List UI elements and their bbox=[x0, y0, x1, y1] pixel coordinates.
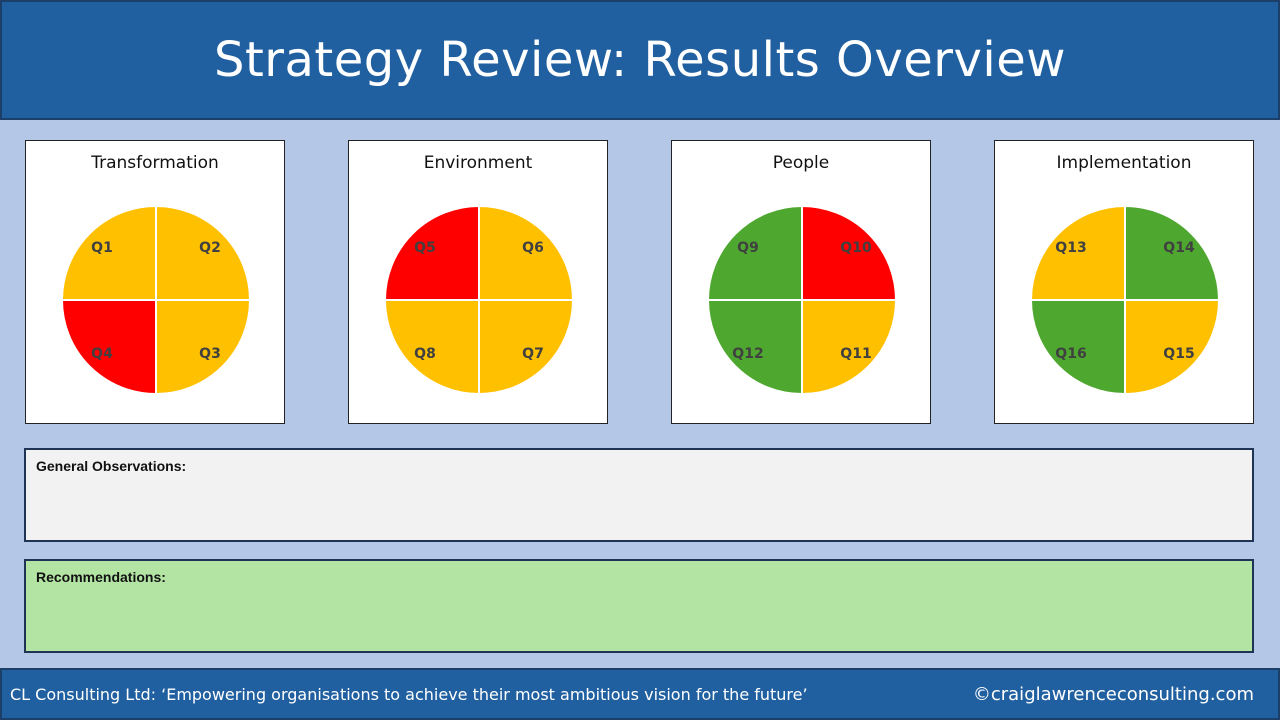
general-observations-box[interactable]: General Observations: bbox=[24, 448, 1254, 542]
quadrant-q15-amber bbox=[1124, 299, 1221, 396]
quadrant-q2-amber bbox=[155, 204, 252, 301]
header-banner: Strategy Review: Results Overview bbox=[0, 0, 1280, 120]
quadrant-q9-green bbox=[706, 204, 803, 301]
card-transformation: Transformation Q1 Q2 Q3 Q4 bbox=[25, 140, 285, 424]
quadrant-label-q13: Q13 bbox=[1055, 240, 1086, 256]
page-title: Strategy Review: Results Overview bbox=[213, 32, 1067, 88]
quadrant-pie: Q9 Q10 Q11 Q12 bbox=[706, 204, 898, 396]
quadrant-label-q10: Q10 bbox=[840, 240, 872, 256]
card-people: People Q9 Q10 Q11 Q12 bbox=[671, 140, 931, 424]
card-title: Implementation bbox=[1056, 153, 1192, 173]
quadrant-q1-amber bbox=[60, 204, 157, 301]
card-environment: Environment Q5 Q6 Q7 Q8 bbox=[348, 140, 608, 424]
card-title: Transformation bbox=[91, 153, 219, 173]
footer-copyright: ©craiglawrenceconsulting.com bbox=[972, 684, 1254, 705]
recommendations-box[interactable]: Recommendations: bbox=[24, 559, 1254, 653]
quadrant-pie: Q1 Q2 Q3 Q4 bbox=[60, 204, 252, 396]
quadrant-q14-green bbox=[1124, 204, 1221, 301]
quadrant-label-q3: Q3 bbox=[199, 346, 221, 362]
quadrant-q16-green bbox=[1029, 299, 1126, 396]
observations-label: General Observations: bbox=[36, 458, 187, 474]
quadrant-label-q9: Q9 bbox=[737, 240, 759, 256]
quadrant-label-q12: Q12 bbox=[732, 346, 763, 362]
quadrant-label-q7: Q7 bbox=[522, 346, 544, 362]
footer-banner: CL Consulting Ltd: ‘Empowering organisat… bbox=[0, 668, 1280, 720]
quadrant-q10-red bbox=[801, 204, 898, 301]
quadrant-label-q1: Q1 bbox=[91, 240, 113, 256]
quadrant-label-q14: Q14 bbox=[1163, 240, 1195, 256]
footer-tagline: CL Consulting Ltd: ‘Empowering organisat… bbox=[10, 685, 808, 704]
recommendations-label: Recommendations: bbox=[36, 569, 166, 585]
quadrant-q6-amber bbox=[478, 204, 575, 301]
quadrant-label-q8: Q8 bbox=[414, 346, 436, 362]
quadrant-label-q11: Q11 bbox=[840, 346, 871, 362]
quadrant-q12-green bbox=[706, 299, 803, 396]
quadrant-pie: Q13 Q14 Q15 Q16 bbox=[1029, 204, 1221, 396]
quadrant-label-q15: Q15 bbox=[1163, 346, 1194, 362]
quadrant-q8-amber bbox=[383, 299, 480, 396]
card-implementation: Implementation Q13 Q14 Q15 Q16 bbox=[994, 140, 1254, 424]
quadrant-label-q16: Q16 bbox=[1055, 346, 1086, 362]
quadrant-q3-amber bbox=[155, 299, 252, 396]
card-title: People bbox=[772, 153, 830, 173]
quadrant-q7-amber bbox=[478, 299, 575, 396]
quadrant-q13-amber bbox=[1029, 204, 1126, 301]
quadrant-label-q6: Q6 bbox=[522, 240, 544, 256]
quadrant-label-q4: Q4 bbox=[91, 346, 113, 362]
quadrant-label-q2: Q2 bbox=[199, 240, 221, 256]
quadrant-q5-red bbox=[383, 204, 480, 301]
quadrant-pie: Q5 Q6 Q7 Q8 bbox=[383, 204, 575, 396]
quadrant-q11-amber bbox=[801, 299, 898, 396]
quadrant-q4-red bbox=[60, 299, 157, 396]
card-title: Environment bbox=[423, 153, 533, 173]
quadrant-label-q5: Q5 bbox=[414, 240, 436, 256]
